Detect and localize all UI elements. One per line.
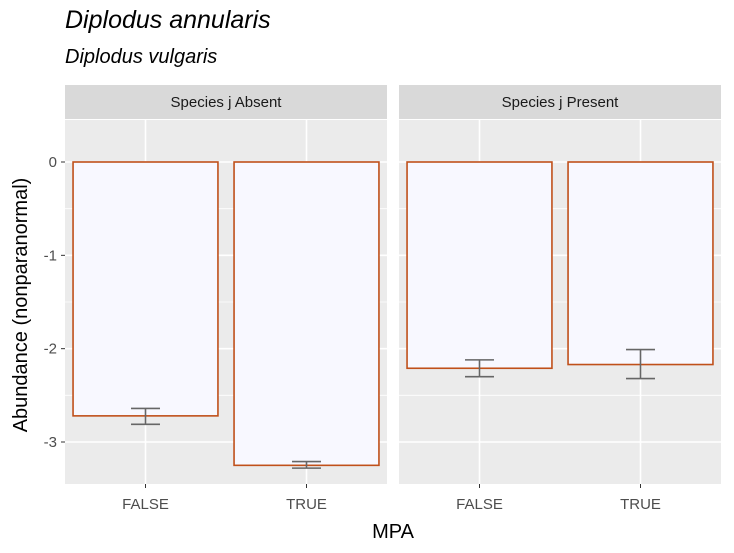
error-bar: [292, 460, 321, 469]
chart-title: Diplodus annularis: [65, 6, 271, 34]
facet-panel: Species j Present FALSE TRUE: [399, 85, 721, 513]
x-tick-label: TRUE: [286, 496, 327, 513]
facet-strip-label: Species j Present: [502, 94, 620, 111]
chart-subtitle: Diplodus vulgaris: [65, 46, 218, 68]
y-tick-label: -1: [44, 247, 57, 264]
error-bar: [626, 348, 655, 380]
y-tick-label: -2: [44, 341, 57, 358]
x-tick-label: FALSE: [122, 496, 169, 513]
error-bar: [131, 407, 160, 426]
bar: [406, 161, 553, 370]
y-axis-title: Abundance (nonparanormal): [10, 178, 32, 433]
facet-panel: Species j Absent FALSE TRUE: [65, 85, 387, 513]
facet-strip: [65, 85, 387, 119]
y-tick-label: 0: [49, 154, 57, 171]
facet-strip: [399, 85, 721, 119]
bar: [72, 161, 219, 417]
error-bar: [465, 359, 494, 378]
x-tick-label: TRUE: [620, 496, 661, 513]
facet-strip-label: Species j Absent: [171, 94, 283, 111]
x-axis-title: MPA: [372, 521, 415, 543]
y-tick-label: -3: [44, 434, 57, 451]
bar: [567, 161, 714, 366]
x-tick-label: FALSE: [456, 496, 503, 513]
bar: [233, 161, 380, 467]
